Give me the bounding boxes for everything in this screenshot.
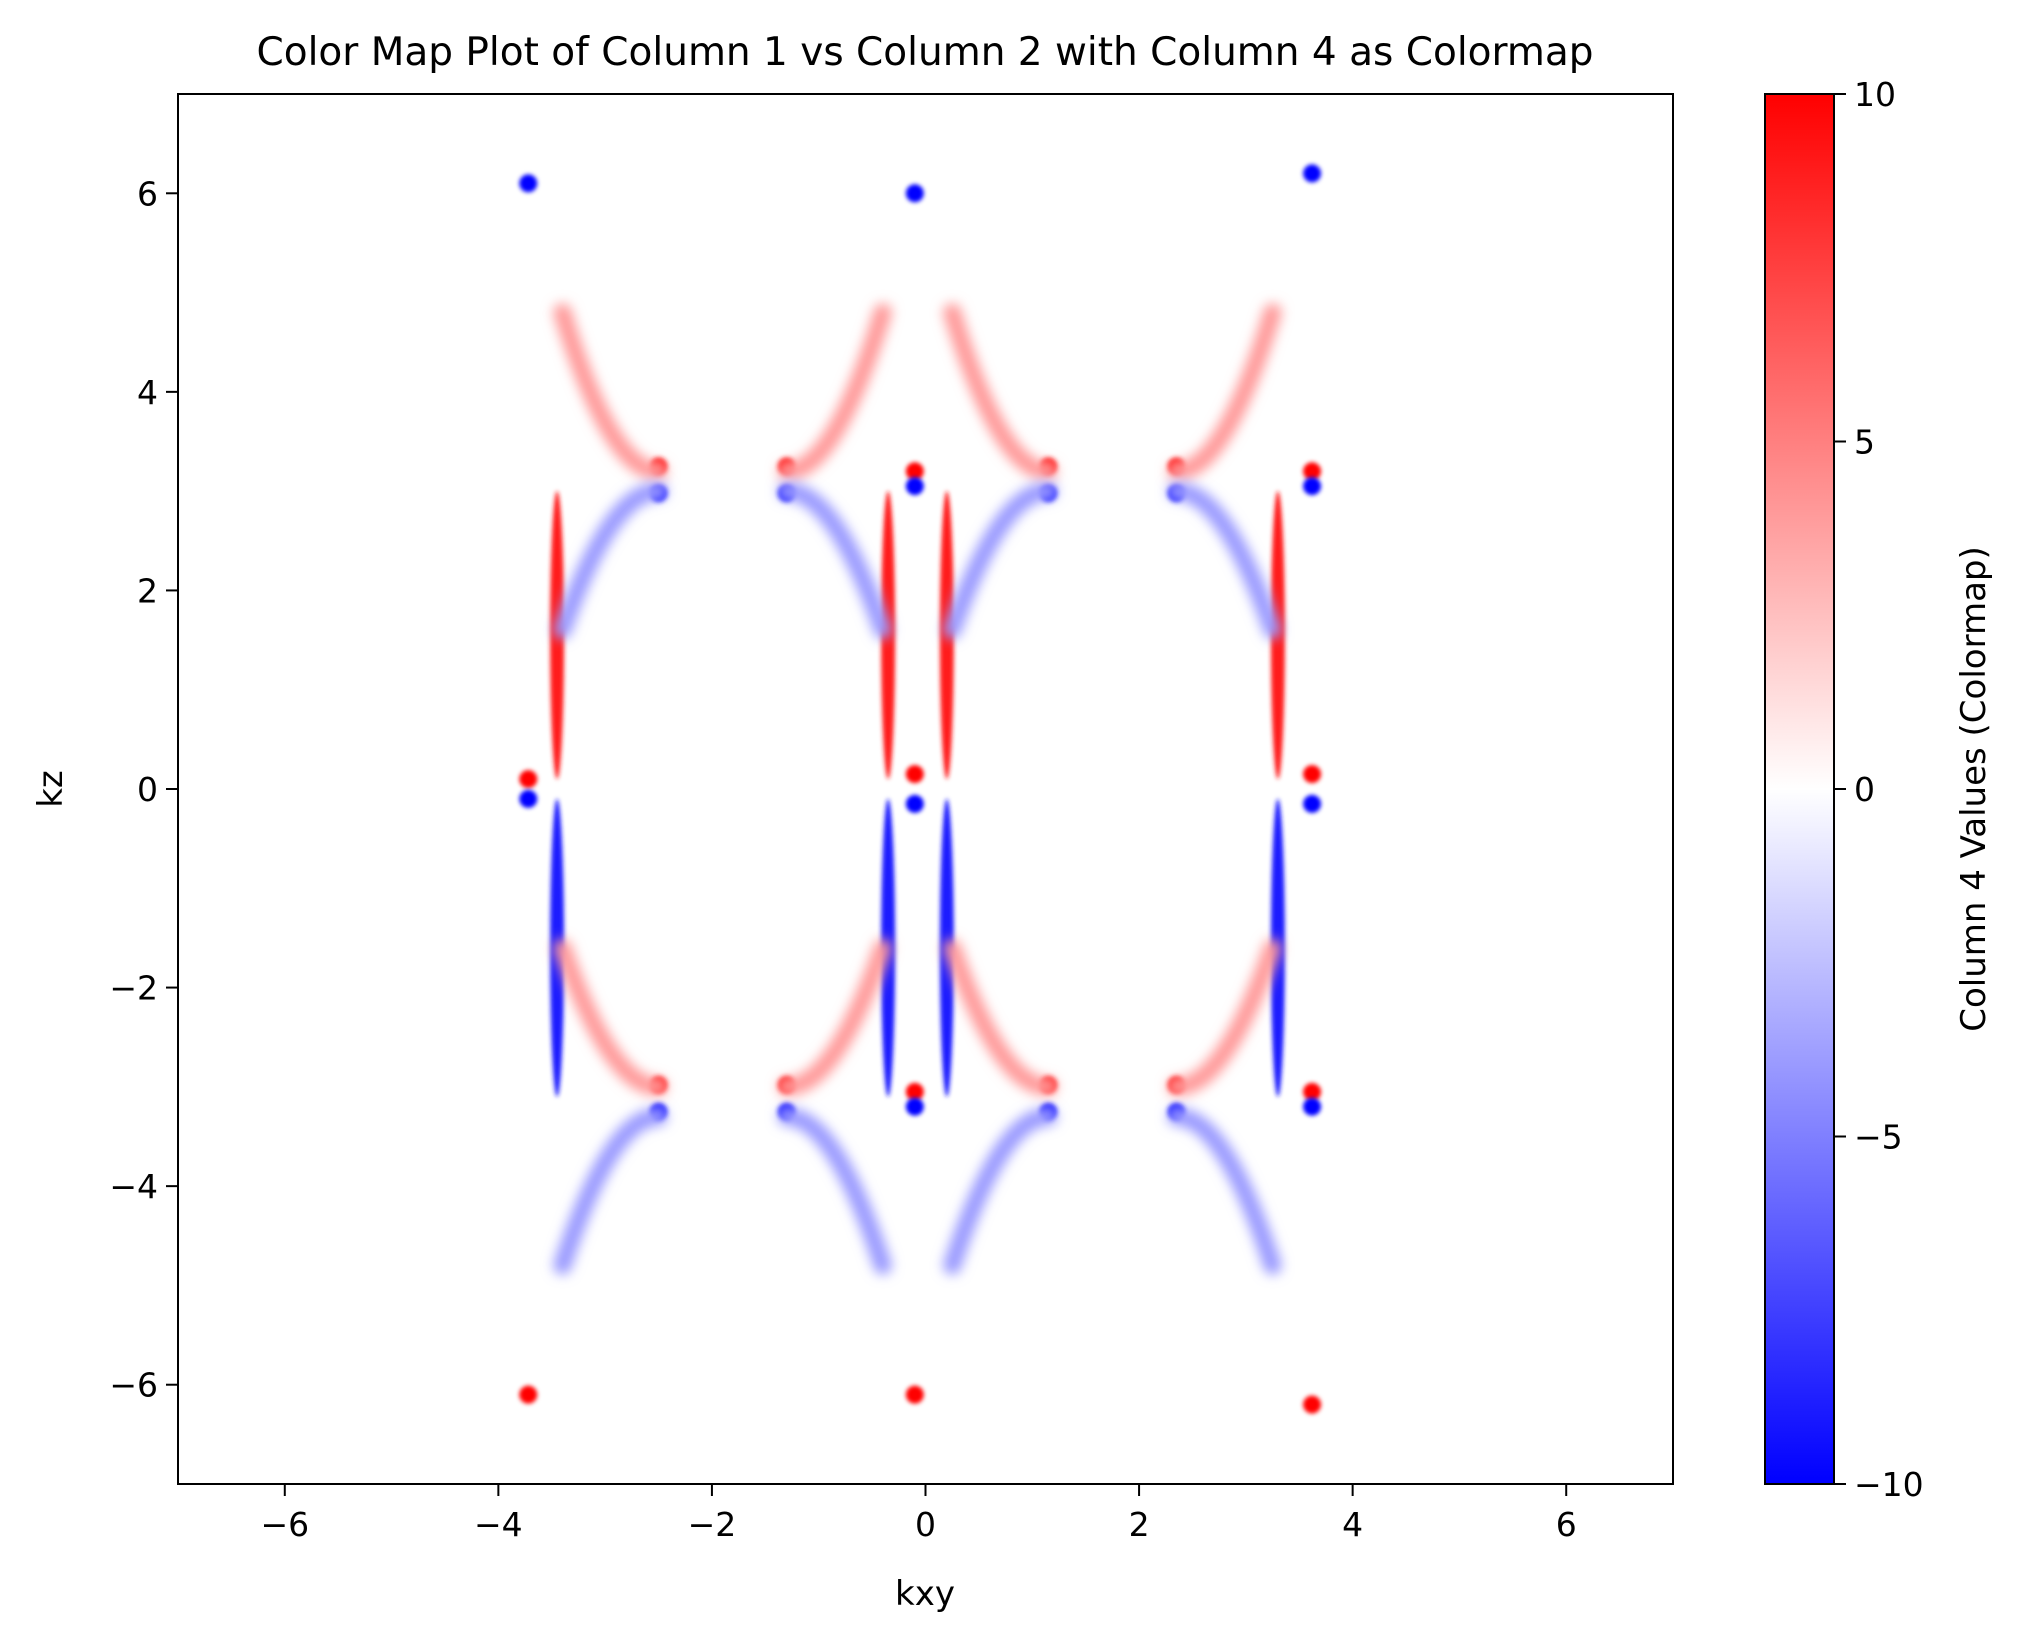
- heatmap-spot: [1303, 477, 1322, 496]
- heatmap-spot: [905, 462, 924, 481]
- heatmap-streak: [1167, 1107, 1282, 1275]
- heatmap-spot: [905, 1385, 924, 1404]
- heatmap-spot: [519, 1385, 538, 1404]
- x-axis-ticks: −6 −4 −2 0 2 4 6: [260, 1484, 1577, 1544]
- heatmap-spot: [519, 789, 538, 808]
- heatmap-streak: [777, 1107, 892, 1275]
- y-tick-label: −4: [109, 1167, 158, 1206]
- heatmap-background: [528, 165, 1316, 1413]
- heatmap-streak: [943, 938, 1058, 1096]
- heatmap-spot: [905, 1097, 924, 1116]
- y-tick-label: −6: [109, 1366, 158, 1405]
- y-tick-label: 4: [137, 373, 158, 412]
- y-axis-label: kz: [31, 770, 71, 808]
- heatmap-spot: [905, 794, 924, 813]
- y-tick-label: 2: [137, 571, 158, 610]
- heatmap-spot: [1303, 164, 1322, 183]
- heatmap-spot: [1303, 794, 1322, 813]
- x-tick-label: 0: [915, 1505, 936, 1544]
- chart-title: Color Map Plot of Column 1 vs Column 2 w…: [256, 30, 1593, 75]
- x-tick-label: −4: [474, 1505, 523, 1544]
- heatmap-streak: [553, 482, 668, 640]
- colorbar-ticks: 10 5 0 −5 −10: [1834, 75, 1924, 1504]
- heatmap-streak: [1167, 482, 1282, 640]
- colorbar-tick-label: −10: [1854, 1465, 1924, 1504]
- heatmap-spot: [1303, 1082, 1322, 1101]
- heatmap-spot: [905, 184, 924, 203]
- heatmap-spot: [1303, 462, 1322, 481]
- x-tick-label: 2: [1129, 1505, 1150, 1544]
- y-tick-label: 0: [137, 770, 158, 809]
- colorbar-tick-label: 0: [1854, 770, 1875, 809]
- heatmap-streak: [777, 938, 892, 1096]
- colorbar-tick-label: −5: [1854, 1118, 1903, 1157]
- heatmap-spot: [905, 1082, 924, 1101]
- heatmap-layer: [519, 164, 1322, 1414]
- heatmap-streak: [553, 303, 668, 481]
- x-tick-label: −2: [688, 1505, 737, 1544]
- y-axis-ticks: −6 −4 −2 0 2 4 6: [109, 174, 178, 1405]
- y-tick-label: −2: [109, 969, 158, 1008]
- x-axis-label: kxy: [895, 1574, 955, 1614]
- heatmap-spot: [519, 770, 538, 789]
- heatmap-streak: [777, 303, 892, 481]
- heatmap-spot: [519, 174, 538, 193]
- colorbar-label: Column 4 Values (Colormap): [1954, 546, 1994, 1032]
- heatmap-spot: [905, 765, 924, 784]
- heatmap-spot: [905, 477, 924, 496]
- x-tick-label: 4: [1342, 1505, 1363, 1544]
- y-tick-label: 6: [137, 174, 158, 213]
- heatmap-streak: [943, 1107, 1058, 1275]
- heatmap-streak: [777, 482, 892, 640]
- heatmap-streak: [553, 1107, 668, 1275]
- heatmap-streak: [553, 938, 668, 1096]
- colorbar: [1764, 93, 1835, 1485]
- heatmap-streak: [1167, 938, 1282, 1096]
- heatmap-streak: [943, 482, 1058, 640]
- heatmap-spot: [1303, 1395, 1322, 1414]
- colorbar-tick-label: 10: [1854, 75, 1896, 114]
- colorbar-tick-label: 5: [1854, 423, 1875, 462]
- heatmap-streak: [943, 303, 1058, 481]
- heatmap-streak: [1167, 303, 1282, 481]
- x-tick-label: 6: [1556, 1505, 1577, 1544]
- x-tick-label: −6: [260, 1505, 309, 1544]
- heatmap-spot: [1303, 1097, 1322, 1116]
- heatmap-spot: [1303, 765, 1322, 784]
